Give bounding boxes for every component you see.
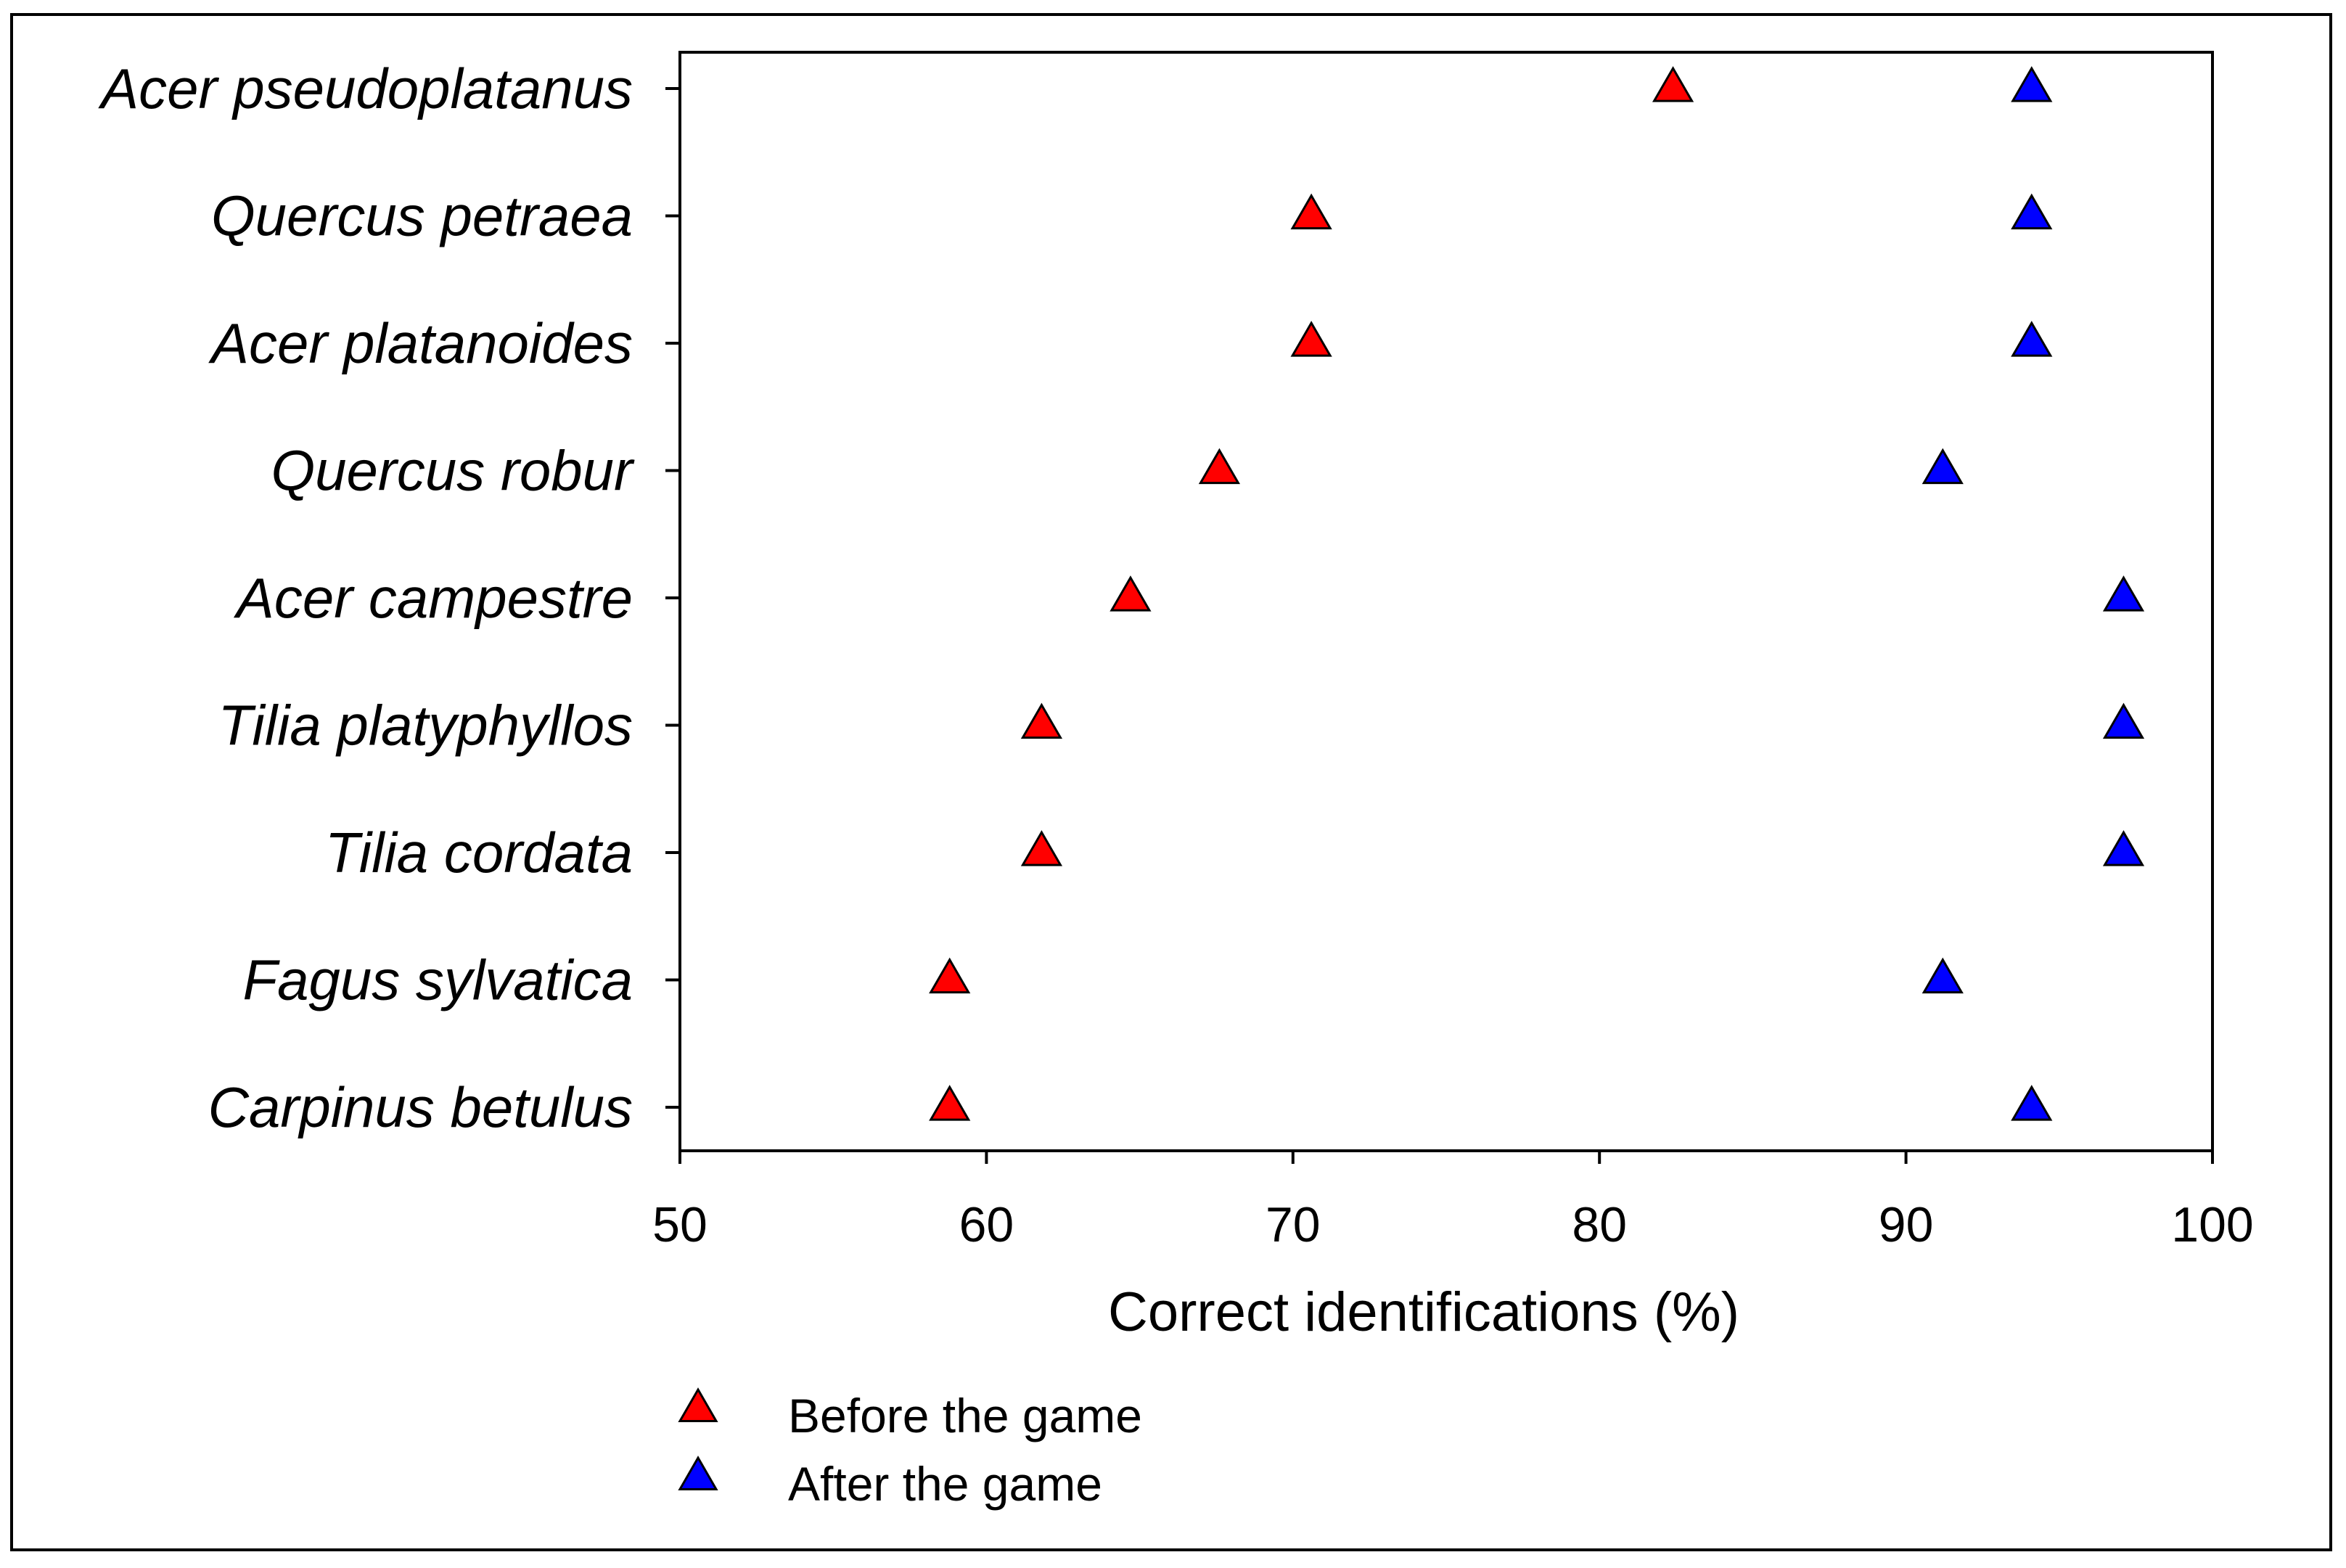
y-tick-label-acer-pseudoplatanus: Acer pseudoplatanus (98, 57, 633, 120)
marker-after-the-game-acer-platanoides (2011, 321, 2053, 357)
marker-before-the-game-acer-platanoides (1290, 321, 1332, 357)
y-tick-label-tilia-platyphyllos: Tilia platyphyllos (218, 694, 633, 758)
marker-after-the-game-tilia-platyphyllos (2102, 702, 2145, 739)
y-tick-label-quercus-petraea: Quercus petraea (211, 184, 633, 248)
marker-before-the-game-carpinus-betulus (929, 1085, 971, 1121)
marker-before-the-game-quercus-robur (1198, 448, 1241, 485)
y-tick-label-fagus-sylvatica: Fagus sylvatica (242, 948, 633, 1012)
marker-after-the-game-quercus-petraea (2011, 193, 2053, 230)
y-tick-label-acer-platanoides: Acer platanoides (208, 311, 633, 375)
marker-after-the-game-acer-campestre (2102, 575, 2145, 612)
x-axis-ticks (678, 1151, 2214, 1164)
legend-label-before-the-game: Before the game (788, 1389, 1142, 1442)
marker-before-the-game-acer-pseudoplatanus (1652, 66, 1694, 102)
data-markers (929, 66, 2145, 1121)
marker-before-the-game-fagus-sylvatica (929, 957, 971, 994)
legend-marker-after-the-game (678, 1456, 718, 1490)
x-tick-label-60: 60 (959, 1197, 1014, 1252)
y-tick-label-carpinus-betulus: Carpinus betulus (208, 1075, 633, 1139)
marker-after-the-game-acer-pseudoplatanus (2011, 66, 2053, 102)
x-tick-label-50: 50 (652, 1197, 708, 1252)
legend: Before the game After the game (678, 1387, 1142, 1511)
figure-frame (10, 13, 2332, 1551)
marker-after-the-game-carpinus-betulus (2011, 1085, 2053, 1121)
x-axis-title: Correct identifications (%) (1108, 1281, 1739, 1343)
marker-after-the-game-quercus-robur (1921, 448, 1964, 485)
y-tick-label-quercus-robur: Quercus robur (271, 439, 635, 503)
y-axis-labels: Acer pseudoplatanus Quercus petraea Acer p… (98, 57, 635, 1139)
marker-before-the-game-tilia-platyphyllos (1020, 702, 1063, 739)
x-tick-label-80: 80 (1572, 1197, 1627, 1252)
marker-after-the-game-fagus-sylvatica (1921, 957, 1964, 994)
legend-label-after-the-game: After the game (788, 1457, 1102, 1511)
x-tick-label-100: 100 (2171, 1197, 2253, 1252)
plot-area (678, 51, 2214, 1152)
y-tick-label-tilia-cordata: Tilia cordata (325, 821, 633, 884)
marker-before-the-game-acer-campestre (1110, 575, 1152, 612)
x-axis-tick-labels: 50 60 70 80 90 100 (652, 1197, 2254, 1252)
x-tick-label-90: 90 (1879, 1197, 1934, 1252)
legend-marker-before-the-game (678, 1387, 718, 1422)
y-axis-ticks (665, 87, 680, 1109)
y-tick-label-acer-campestre: Acer campestre (234, 566, 633, 630)
marker-after-the-game-tilia-cordata (2102, 830, 2145, 866)
marker-before-the-game-quercus-petraea (1290, 193, 1332, 230)
marker-before-the-game-tilia-cordata (1020, 830, 1063, 866)
x-tick-label-70: 70 (1266, 1197, 1321, 1252)
